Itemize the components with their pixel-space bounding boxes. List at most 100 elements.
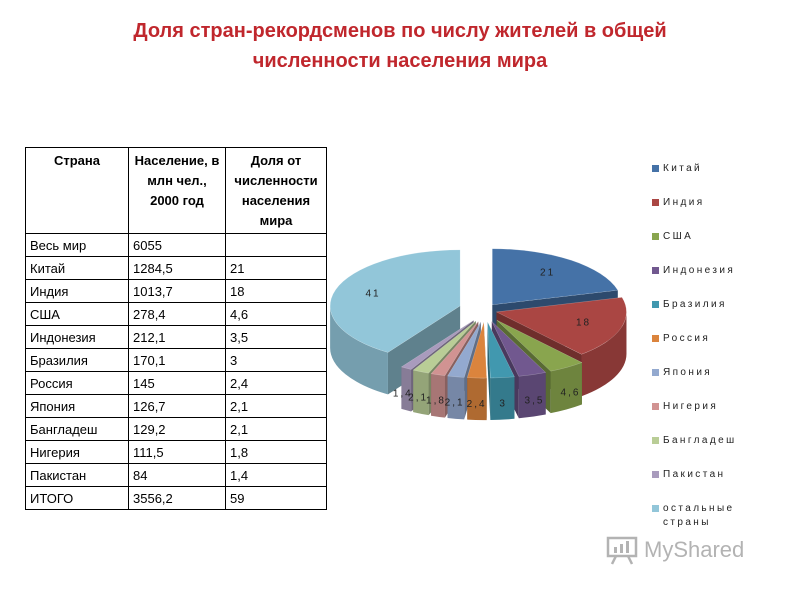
- cell-population: 278,4: [128, 302, 226, 326]
- data-label: 2,4: [467, 399, 487, 410]
- legend-item: Китай: [652, 162, 773, 176]
- data-label: 1,4: [393, 389, 413, 400]
- cell-country: Бразилия: [25, 348, 129, 372]
- data-label: 3: [499, 398, 507, 409]
- pie-slice: [496, 319, 583, 372]
- legend-swatch: [652, 199, 659, 206]
- pie-slice-side: [401, 366, 412, 412]
- watermark: MyShared: [606, 535, 744, 565]
- pie-slice-side: [330, 305, 388, 395]
- pie-slice-side: [550, 362, 582, 414]
- legend-label: Япония: [663, 367, 713, 378]
- cell-population: 1013,7: [128, 279, 226, 303]
- pie-slice: [492, 248, 619, 306]
- legend-swatch: [652, 233, 659, 240]
- legend-swatch: [652, 165, 659, 172]
- pie-slice: [495, 297, 627, 355]
- pie-slice: [400, 320, 474, 370]
- cell-share: 21: [225, 256, 327, 280]
- data-label: 2,1: [408, 392, 428, 403]
- pie-slice-side: [467, 377, 487, 421]
- cell-share: 4,6: [225, 302, 327, 326]
- pie-slice: [491, 321, 547, 377]
- cell-share: 2,1: [225, 394, 327, 418]
- header-country: Страна: [25, 147, 129, 234]
- population-table: Страна Население, в млн чел., 2000 год Д…: [25, 147, 327, 510]
- header-population: Население, в млн чел., 2000 год: [128, 147, 226, 234]
- cell-share: 1,4: [225, 463, 327, 487]
- legend-label: США: [663, 231, 694, 242]
- table-header-row: Страна Население, в млн чел., 2000 год Д…: [25, 147, 327, 234]
- table-row: Нигерия 111,5 1,8: [25, 440, 327, 464]
- data-label: 2,1: [445, 398, 465, 409]
- pie-slice-wall: [487, 322, 491, 421]
- data-label: 41: [365, 289, 380, 300]
- chart-title: Доля стран-рекордсменов по числу жителей…: [60, 16, 740, 76]
- table-row: Бразилия 170,1 3: [25, 348, 327, 372]
- watermark-text: MyShared: [644, 537, 745, 562]
- cell-population: 84: [128, 463, 226, 487]
- data-label: 1,8: [426, 395, 446, 406]
- legend-item: Пакистан: [652, 468, 773, 482]
- legend-item: Бразилия: [652, 298, 773, 312]
- cell-share: 18: [225, 279, 327, 303]
- table-row: США 278,4 4,6: [25, 302, 327, 326]
- cell-country: Россия: [25, 371, 129, 395]
- table-row: Индия 1013,7 18: [25, 279, 327, 303]
- cell-country: Китай: [25, 256, 129, 280]
- cell-population: 145: [128, 371, 226, 395]
- legend-item: Индия: [652, 196, 773, 210]
- presentation-board-icon: [606, 536, 638, 565]
- header-share: Доля от численности населения мира: [225, 147, 327, 234]
- title-line-2: численности населения мира: [252, 50, 548, 72]
- legend-swatch: [652, 437, 659, 444]
- pie-slice-side: [447, 376, 465, 420]
- pie-slice: [412, 320, 476, 374]
- cell-country: Весь мир: [25, 233, 129, 257]
- legend-item: Нигерия: [652, 400, 773, 414]
- table-row: Весь мир 6055: [25, 233, 327, 257]
- legend-item: Россия: [652, 332, 773, 346]
- legend-label: Пакистан: [663, 469, 726, 480]
- legend-swatch: [652, 369, 659, 376]
- legend-item: остальные страны: [652, 502, 773, 530]
- legend-swatch: [652, 335, 659, 342]
- legend-label: остальные страны: [663, 503, 735, 528]
- cell-population: 129,2: [128, 417, 226, 441]
- table-row: Бангладеш 129,2 2,1: [25, 417, 327, 441]
- pie-slice-side: [490, 376, 515, 421]
- legend-item: США: [652, 230, 773, 244]
- table-row: Япония 126,7 2,1: [25, 394, 327, 418]
- legend-label: Бразилия: [663, 299, 727, 310]
- legend-swatch: [652, 267, 659, 274]
- pie-slice: [487, 321, 515, 379]
- table-row: ИТОГО 3556,2 59: [25, 486, 327, 510]
- table-row: Пакистан 84 1,4: [25, 463, 327, 487]
- cell-population: 111,5: [128, 440, 226, 464]
- cell-population: 126,7: [128, 394, 226, 418]
- legend-label: Китай: [663, 163, 703, 174]
- cell-share: 1,8: [225, 440, 327, 464]
- cell-population: 6055: [128, 233, 226, 257]
- table-row: Китай 1284,5 21: [25, 256, 327, 280]
- pie-slice-side: [431, 373, 445, 418]
- cell-share: 2,1: [225, 417, 327, 441]
- cell-share: 2,4: [225, 371, 327, 395]
- cell-country: США: [25, 302, 129, 326]
- legend-label: Нигерия: [663, 401, 719, 412]
- table-row: Россия 145 2,4: [25, 371, 327, 395]
- cell-share: 59: [225, 486, 327, 510]
- cell-population: 1284,5: [128, 256, 226, 280]
- data-label: 18: [576, 317, 591, 328]
- cell-share: 3,5: [225, 325, 327, 349]
- cell-share: 3: [225, 348, 327, 372]
- cell-population: 212,1: [128, 325, 226, 349]
- cell-country: Нигерия: [25, 440, 129, 464]
- pie-slice: [466, 322, 487, 379]
- legend-item: Бангладеш: [652, 434, 773, 448]
- legend-label: Индонезия: [663, 265, 736, 276]
- legend-swatch: [652, 301, 659, 308]
- cell-population: 3556,2: [128, 486, 226, 510]
- legend-swatch: [652, 403, 659, 410]
